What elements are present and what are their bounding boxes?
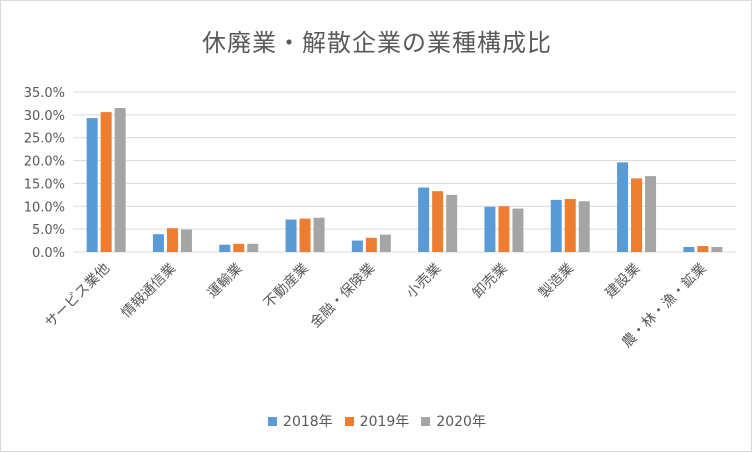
bar [498,206,510,252]
x-tick-label: 情報通信業 [118,261,179,322]
bar [166,228,178,252]
chart-legend: 2018年 2019年 2020年 [1,411,752,431]
y-tick-label: 15.0% [24,177,65,192]
bar [512,208,524,252]
legend-swatch [344,416,354,426]
legend-label: 2018年 [283,414,333,430]
chart-title: 休廃業・解散企業の業種構成比 [202,29,552,57]
x-tick-label: 金融・保険業 [307,261,378,332]
bar [114,108,126,252]
bar [697,246,709,252]
legend-item: 2020年 [421,411,486,431]
bar [247,243,259,252]
bar [711,246,723,252]
x-tick-label: 不動産業 [261,261,312,312]
bar [313,217,325,252]
bar [379,234,391,252]
y-tick-label: 25.0% [24,132,65,147]
y-tick-label: 5.0% [32,223,65,238]
bar [351,240,363,252]
bar [86,118,98,252]
bar [233,243,245,252]
bar [446,194,458,252]
x-tick-label: 卸売業 [470,261,511,302]
bar [645,176,657,252]
bar [418,187,430,252]
x-tick-label: 建設業 [602,261,643,302]
legend-label: 2019年 [359,414,410,430]
legend-swatch [421,416,431,426]
bar [219,244,231,252]
bar [152,234,164,252]
bar [617,162,629,252]
bar [100,112,112,252]
y-tick-label: 35.0% [24,86,65,101]
y-tick-label: 30.0% [24,109,65,124]
bar [365,237,377,252]
bar [631,178,643,252]
x-tick-label: 運輸業 [205,261,246,302]
bar [578,201,590,252]
y-tick-label: 20.0% [24,155,65,170]
bar [180,229,192,252]
bar [484,206,496,252]
bar [683,246,695,252]
legend-label: 2020年 [436,414,486,430]
bar [550,199,562,252]
bar [432,191,444,252]
x-tick-label: 小売業 [403,261,444,302]
bar [299,218,311,252]
legend-swatch [268,416,278,426]
bar [564,198,576,252]
x-tick-label: 製造業 [536,261,577,302]
y-tick-label: 10.0% [24,200,65,215]
legend-item: 2018年 [268,411,333,431]
bar [285,219,297,252]
x-tick-label: サービス業他 [42,261,113,332]
y-tick-label: 0.0% [32,246,65,261]
legend-item: 2019年 [344,411,410,431]
